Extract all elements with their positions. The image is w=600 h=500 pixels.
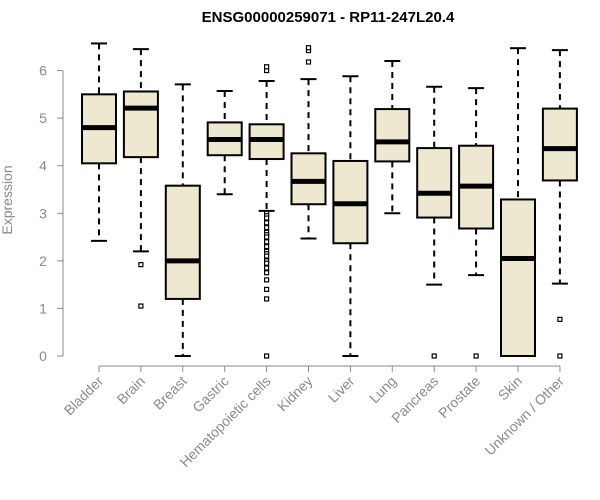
outlier-point bbox=[264, 277, 270, 283]
x-tick-label: Prostate bbox=[435, 373, 483, 421]
outlier-point bbox=[557, 353, 563, 359]
outlier-point bbox=[264, 234, 270, 240]
box bbox=[500, 198, 536, 357]
y-tick-label: 6 bbox=[39, 63, 47, 79]
x-tick-label: Brain bbox=[114, 373, 148, 407]
y-tick-label: 5 bbox=[39, 110, 47, 126]
outlier-point bbox=[264, 239, 270, 245]
y-tick-label: 2 bbox=[39, 253, 47, 269]
outlier-point bbox=[264, 253, 270, 259]
outlier-point bbox=[138, 262, 144, 268]
x-tick-label: Breast bbox=[150, 373, 190, 413]
box bbox=[416, 147, 453, 219]
chart-title: ENSG00000259071 - RP11-247L20.4 bbox=[202, 9, 455, 26]
box bbox=[122, 90, 159, 159]
outlier-point bbox=[138, 303, 144, 309]
y-tick-label: 4 bbox=[39, 158, 47, 174]
outlier-point bbox=[264, 64, 270, 70]
outlier-point bbox=[264, 270, 270, 276]
box bbox=[541, 107, 578, 182]
outlier-point bbox=[264, 265, 270, 271]
outlier-point bbox=[264, 296, 270, 302]
y-axis-label: Expression bbox=[0, 165, 15, 234]
outlier-point bbox=[264, 224, 270, 231]
outlier-point bbox=[305, 45, 312, 51]
x-tick-label: Lung bbox=[366, 373, 399, 406]
box bbox=[290, 152, 327, 206]
outlier-point bbox=[431, 353, 437, 359]
outlier-point bbox=[305, 59, 312, 65]
outlier-point bbox=[264, 215, 270, 221]
x-tick-label: Kidney bbox=[274, 373, 316, 415]
outlier-point bbox=[264, 243, 270, 250]
x-tick-label: Unknown / Other bbox=[481, 373, 567, 459]
y-tick-label: 1 bbox=[39, 300, 47, 316]
box bbox=[374, 108, 411, 163]
y-tick-label: 3 bbox=[39, 205, 47, 221]
outlier-point bbox=[264, 220, 270, 226]
outlier-point bbox=[264, 353, 270, 359]
x-tick-label: Bladder bbox=[61, 373, 107, 419]
box bbox=[164, 184, 201, 300]
outlier-point bbox=[557, 316, 563, 322]
y-tick-label: 0 bbox=[39, 348, 47, 364]
outlier-point bbox=[264, 286, 270, 292]
x-tick-label: Skin bbox=[495, 373, 526, 404]
outlier-point bbox=[264, 260, 270, 266]
x-tick-label: Pancreas bbox=[388, 373, 441, 426]
x-tick-label: Liver bbox=[325, 373, 358, 406]
outlier-point bbox=[473, 353, 479, 359]
